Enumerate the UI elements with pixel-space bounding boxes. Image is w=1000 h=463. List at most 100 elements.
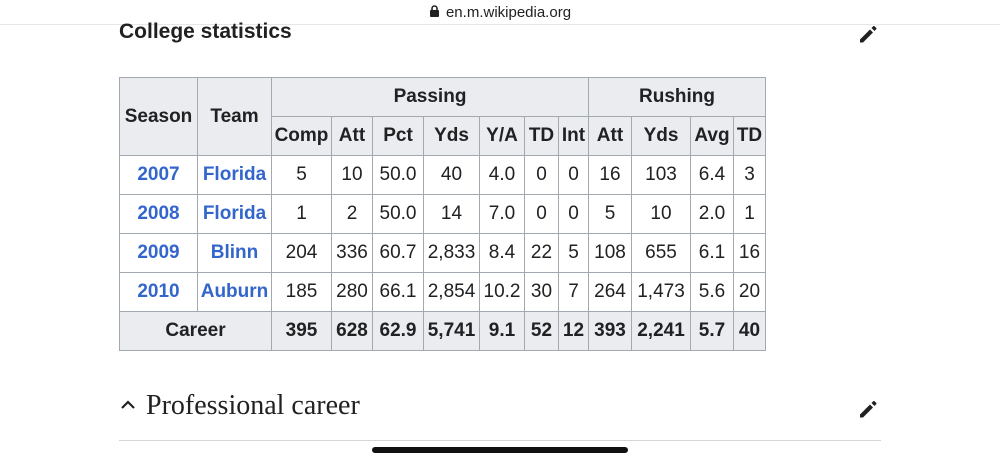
season-link[interactable]: 2009 [137,242,180,263]
section-divider [119,440,881,441]
stat-cell: 3 [733,155,766,195]
column-header: TD [733,116,766,156]
stat-cell: 0 [558,155,589,195]
stat-cell: 22 [524,233,559,273]
team-link[interactable]: Florida [202,203,267,224]
stat-cell: 8.4 [479,233,525,273]
column-header: Att [331,116,373,156]
stat-cell: 6.4 [690,155,734,195]
season-link[interactable]: 2008 [137,203,180,224]
career-stat-cell: 393 [588,311,632,351]
season-cell[interactable]: 2008 [119,194,198,234]
stat-cell: 30 [524,272,559,312]
stat-cell: 4.0 [479,155,525,195]
stat-cell: 16 [588,155,632,195]
stat-cell: 108 [588,233,632,273]
stat-cell: 336 [331,233,373,273]
stat-cell: 66.1 [372,272,424,312]
stat-cell: 2,833 [423,233,480,273]
stat-cell: 60.7 [372,233,424,273]
stat-cell: 14 [423,194,480,234]
stat-cell: 16 [733,233,766,273]
stat-cell: 6.1 [690,233,734,273]
team-header: Team [197,77,272,156]
section-title: College statistics [119,20,292,43]
career-stat-cell: 40 [733,311,766,351]
column-header: Att [588,116,632,156]
career-stat-cell: 5.7 [690,311,734,351]
home-indicator[interactable] [372,447,628,453]
career-label: Career [119,311,272,351]
stat-cell: 280 [331,272,373,312]
team-cell[interactable]: Auburn [197,272,272,312]
pencil-icon[interactable] [857,23,879,45]
career-stat-cell: 2,241 [631,311,691,351]
stat-cell: 1,473 [631,272,691,312]
next-section-title[interactable]: Professional career [146,390,360,421]
table-row: 2009 Blinn 204 336 60.7 2,833 8.4 22 5 108 655 6.1 1… [119,233,766,273]
stat-cell: 185 [271,272,332,312]
stat-cell: 655 [631,233,691,273]
stat-cell: 5 [588,194,632,234]
stat-cell: 5.6 [690,272,734,312]
toolbar-divider [0,24,1000,25]
column-header: Comp [271,116,332,156]
stat-cell: 204 [271,233,332,273]
team-link[interactable]: Auburn [200,281,269,302]
stat-cell: 2 [331,194,373,234]
career-stat-cell: 5,741 [423,311,480,351]
season-cell[interactable]: 2009 [119,233,198,273]
career-stat-cell: 52 [524,311,559,351]
team-cell[interactable]: Florida [197,194,272,234]
college-stats-table: Season Team Passing Rushing Comp Att Pct Yd… [119,77,766,351]
stat-cell: 10 [631,194,691,234]
stat-cell: 103 [631,155,691,195]
table-row: 2010 Auburn 185 280 66.1 2,854 10.2 30 7 264 1,473… [119,272,766,312]
stat-cell: 5 [558,233,589,273]
column-header: Yds [631,116,691,156]
career-row: Career 395 628 62.9 5,741 9.1 52 12 393 2,241 5.7 4… [119,311,766,351]
table-row: 2008 Florida 1 2 50.0 14 7.0 0 0 5 10 2.0 1 [119,194,766,234]
team-cell[interactable]: Florida [197,155,272,195]
address-bar[interactable]: en.m.wikipedia.org [0,0,1000,24]
pencil-icon[interactable] [857,398,879,420]
column-header: Pct [372,116,424,156]
stat-cell: 2.0 [690,194,734,234]
career-stat-cell: 9.1 [479,311,525,351]
team-cell[interactable]: Blinn [197,233,272,273]
stat-cell: 1 [733,194,766,234]
column-header: TD [524,116,559,156]
column-header: Yds [423,116,480,156]
stat-cell: 264 [588,272,632,312]
stat-cell: 0 [558,194,589,234]
column-header: Int [558,116,589,156]
career-stat-cell: 395 [271,311,332,351]
stat-cell: 50.0 [372,194,424,234]
team-link[interactable]: Florida [202,164,267,185]
passing-group-header: Passing [271,77,589,117]
stat-cell: 1 [271,194,332,234]
stat-cell: 0 [524,155,559,195]
career-stat-cell: 628 [331,311,373,351]
rushing-group-header: Rushing [588,77,766,117]
season-link[interactable]: 2010 [137,281,180,302]
stat-cell: 40 [423,155,480,195]
stat-cell: 10.2 [479,272,525,312]
table-row: 2007 Florida 5 10 50.0 40 4.0 0 0 16 103 6.4 3 [119,155,766,195]
stat-cell: 7.0 [479,194,525,234]
chevron-up-icon[interactable] [119,396,137,414]
stat-cell: 2,854 [423,272,480,312]
stat-cell: 20 [733,272,766,312]
url-text: en.m.wikipedia.org [445,3,572,21]
column-header: Y/A [479,116,525,156]
season-cell[interactable]: 2010 [119,272,198,312]
team-link[interactable]: Blinn [210,242,259,263]
stat-cell: 7 [558,272,589,312]
season-link[interactable]: 2007 [137,164,180,185]
lock-icon [429,5,439,17]
career-stat-cell: 12 [558,311,589,351]
season-cell[interactable]: 2007 [119,155,198,195]
stat-cell: 50.0 [372,155,424,195]
column-header: Avg [690,116,734,156]
stat-cell: 10 [331,155,373,195]
